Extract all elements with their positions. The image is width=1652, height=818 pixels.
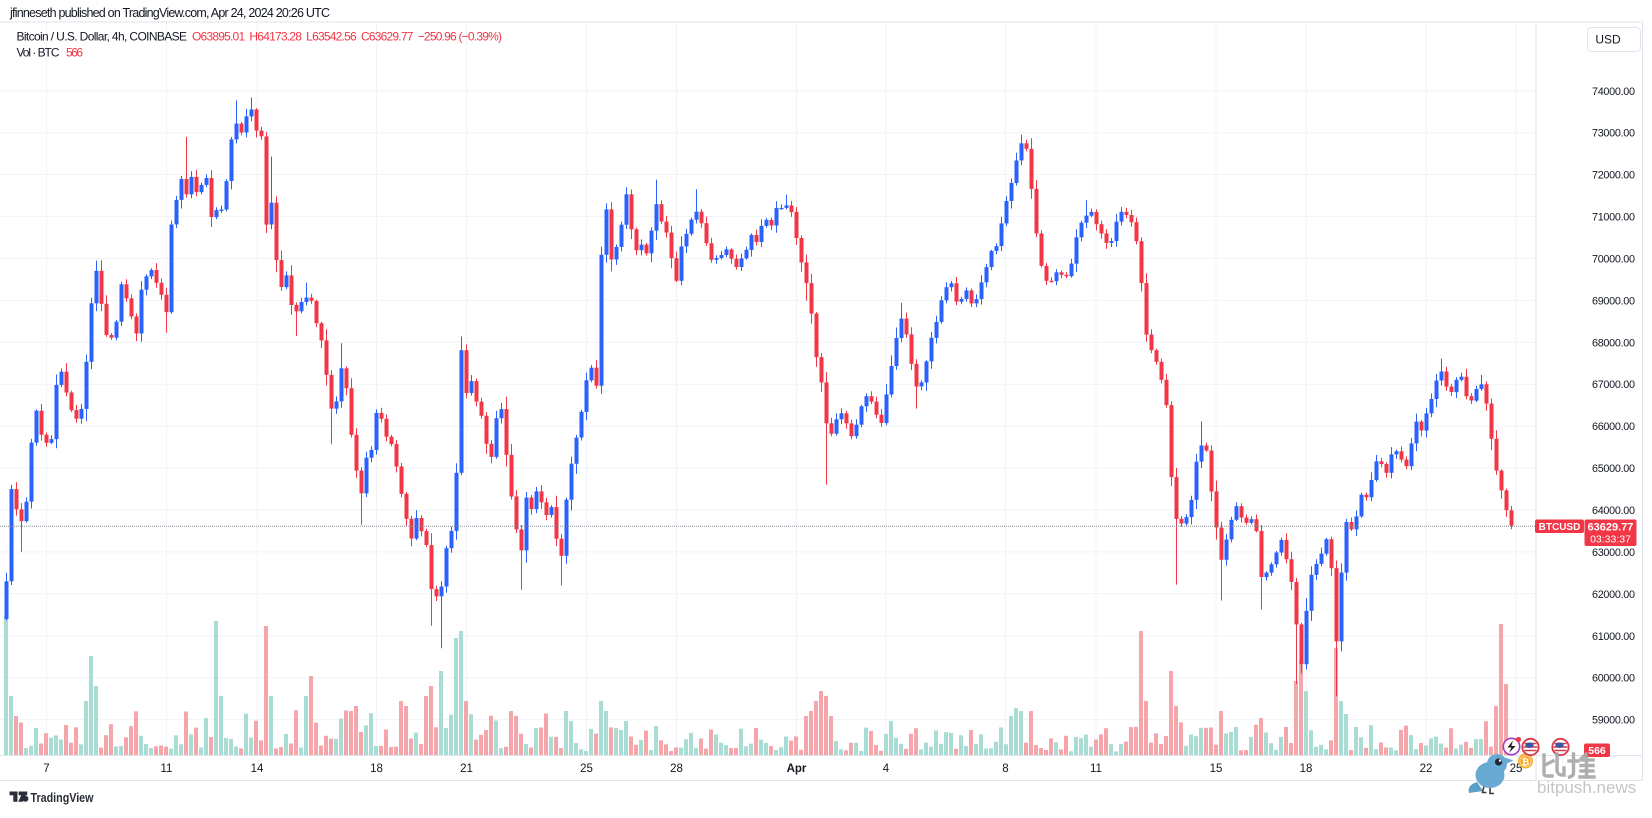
- svg-text:Apr: Apr: [787, 763, 807, 775]
- svg-text:566: 566: [66, 46, 83, 60]
- svg-text:bitpush.news: bitpush.news: [1537, 778, 1636, 797]
- svg-text:21: 21: [460, 763, 473, 775]
- svg-text:4: 4: [883, 763, 890, 775]
- svg-text:62000.00: 62000.00: [1592, 589, 1635, 601]
- svg-text:jfinneseth published on Tradin: jfinneseth published on TradingView.com,…: [9, 6, 330, 20]
- svg-text:74000.00: 74000.00: [1592, 86, 1635, 98]
- svg-text:18: 18: [1300, 763, 1313, 775]
- svg-text:73000.00: 73000.00: [1592, 128, 1635, 140]
- svg-text:₿: ₿: [1522, 757, 1529, 767]
- svg-text:72000.00: 72000.00: [1592, 170, 1635, 182]
- svg-text:61000.00: 61000.00: [1592, 631, 1635, 643]
- svg-text:Vol · BTC: Vol · BTC: [17, 46, 60, 60]
- svg-text:15: 15: [1210, 763, 1223, 775]
- svg-text:67000.00: 67000.00: [1592, 379, 1635, 391]
- svg-text:566: 566: [1588, 745, 1606, 757]
- svg-text:22: 22: [1420, 763, 1433, 775]
- svg-text:18: 18: [370, 763, 383, 775]
- svg-text:BTCUSD: BTCUSD: [1539, 522, 1581, 533]
- svg-text:64000.00: 64000.00: [1592, 505, 1635, 517]
- svg-text:63629.77: 63629.77: [1588, 522, 1634, 534]
- svg-text:7: 7: [43, 763, 49, 775]
- svg-text:Bitcoin / U.S. Dollar, 4h, COI: Bitcoin / U.S. Dollar, 4h, COINBASE: [17, 30, 188, 44]
- svg-text:25: 25: [580, 763, 593, 775]
- svg-text:TradingView: TradingView: [31, 790, 95, 805]
- svg-text:03:33:37: 03:33:37: [1590, 534, 1631, 546]
- svg-text:60000.00: 60000.00: [1592, 673, 1635, 685]
- svg-text:65000.00: 65000.00: [1592, 463, 1635, 475]
- svg-text:USD: USD: [1595, 33, 1621, 47]
- svg-text:14: 14: [251, 763, 264, 775]
- svg-text:71000.00: 71000.00: [1592, 212, 1635, 224]
- svg-text:O63895.01 H64173.28 L63542.5: O63895.01 H64173.28 L63542.56 C63629.77 …: [192, 30, 502, 44]
- svg-text:8: 8: [1002, 763, 1008, 775]
- svg-text:70000.00: 70000.00: [1592, 254, 1635, 266]
- svg-text:63000.00: 63000.00: [1592, 547, 1635, 559]
- svg-text:59000.00: 59000.00: [1592, 715, 1635, 727]
- svg-text:69000.00: 69000.00: [1592, 295, 1635, 307]
- svg-text:11: 11: [1090, 763, 1102, 775]
- svg-text:68000.00: 68000.00: [1592, 337, 1635, 349]
- svg-text:28: 28: [670, 763, 683, 775]
- svg-text:25: 25: [1510, 763, 1523, 775]
- svg-text:11: 11: [161, 763, 173, 775]
- svg-text:66000.00: 66000.00: [1592, 421, 1635, 433]
